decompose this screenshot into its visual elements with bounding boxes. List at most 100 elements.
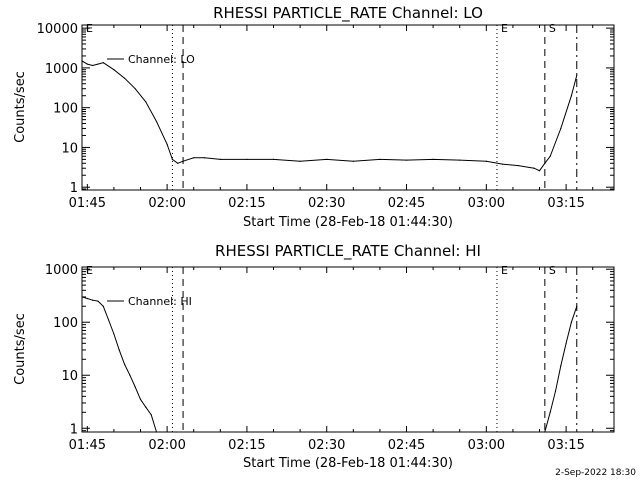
y-tick-label: 100 (53, 102, 78, 117)
y-tick-label: 1000 (45, 62, 78, 77)
y-tick-label: 1 (70, 422, 78, 437)
data-point (171, 158, 174, 161)
data-point (485, 160, 487, 162)
x-axis-label-lo: Start Time (28-Feb-18 01:44:30) (243, 215, 453, 230)
data-point (92, 299, 94, 301)
x-tick-label: 02:00 (148, 196, 185, 211)
y-axis-label-hi: Counts/sec (13, 313, 28, 385)
data-point (565, 342, 567, 344)
series-hi (81, 296, 578, 433)
x-tick-label: 02:00 (148, 438, 185, 453)
data-point (533, 167, 535, 169)
data-point (219, 158, 221, 161)
data-point (544, 162, 546, 164)
data-point (246, 158, 248, 161)
legend-label-hi: Channel: HI (128, 295, 192, 308)
data-point (544, 431, 546, 433)
data-point (405, 159, 408, 161)
x-tick-label: 01:45 (69, 196, 106, 211)
panel-lo: RHESSI PARTICLE_RATE Channel: LO Start T… (13, 4, 615, 230)
data-point (113, 69, 115, 71)
y-tick-label: 10 (61, 369, 78, 384)
data-point (432, 158, 434, 161)
data-point (554, 390, 557, 392)
chart-title-hi: RHESSI PARTICLE_RATE Channel: HI (215, 242, 481, 261)
y-tick-label: 1000 (45, 263, 78, 278)
event-label: E (501, 264, 508, 277)
x-tick-label: 03:15 (547, 196, 584, 211)
data-point (549, 411, 551, 413)
series-line (81, 60, 578, 172)
data-point (97, 300, 99, 302)
y-tick-label: 100 (53, 316, 78, 331)
data-point (326, 158, 328, 161)
data-point (86, 297, 88, 300)
plot-frame-hi (81, 266, 615, 433)
x-tick-label: 02:15 (228, 438, 265, 453)
data-point (139, 398, 142, 401)
data-point (150, 414, 152, 416)
event-label: E (501, 22, 508, 35)
data-point (113, 333, 115, 335)
x-tick-label: 02:15 (228, 196, 265, 211)
data-point (203, 157, 205, 159)
data-point (570, 321, 573, 323)
data-point (134, 386, 136, 388)
footer-timestamp: 2-Sep-2022 18:30 (555, 468, 636, 478)
x-tick-label: 03:00 (468, 438, 505, 453)
x-tick-label: 02:30 (308, 196, 345, 211)
data-point (86, 63, 88, 65)
data-point (81, 60, 83, 62)
data-point (97, 63, 99, 65)
data-point (517, 164, 519, 167)
x-tick-label: 03:15 (547, 438, 584, 453)
legend-lo: Channel: LO (107, 53, 195, 66)
x-axis-label-hi: Start Time (28-Feb-18 01:44:30) (243, 456, 453, 471)
data-point (576, 74, 578, 76)
data-point (145, 406, 147, 408)
event-label: E (86, 264, 93, 277)
x-tick-label: 03:00 (468, 196, 505, 211)
axis-ticks-lo: 01:45 02:00 02:15 02:30 02:45 03:00 03:15 1 10 10… (37, 22, 614, 211)
data-point (145, 101, 147, 103)
event-label: E (86, 22, 93, 35)
data-point (352, 160, 354, 162)
plot-frame-lo (81, 24, 615, 191)
y-tick-label: 10000 (37, 22, 78, 37)
data-point (549, 155, 551, 157)
event-label: S (549, 22, 556, 35)
data-point (560, 365, 562, 367)
data-point (123, 363, 126, 366)
legend-hi: Channel: HI (107, 295, 192, 308)
event-label: S (549, 264, 556, 277)
y-axis-label-lo: Counts/sec (13, 71, 28, 143)
data-point (81, 296, 83, 298)
data-point (560, 127, 562, 130)
data-point (272, 158, 275, 161)
series-line (81, 296, 578, 433)
data-point (166, 143, 168, 145)
y-tick-label: 10 (61, 141, 78, 156)
data-point (576, 305, 578, 307)
data-point (108, 319, 110, 321)
data-point (102, 305, 104, 307)
x-tick-label: 02:30 (308, 438, 345, 453)
data-point (570, 95, 573, 97)
data-point (155, 120, 158, 123)
data-point (299, 160, 301, 162)
data-point (118, 349, 120, 351)
data-point (501, 163, 503, 165)
data-point (92, 64, 94, 67)
series-lo (81, 60, 578, 172)
data-point (155, 431, 158, 433)
data-point (102, 62, 104, 64)
x-tick-label: 02:45 (388, 438, 425, 453)
panel-hi: RHESSI PARTICLE_RATE Channel: HI Start T… (13, 242, 615, 471)
data-point (129, 374, 131, 376)
data-point (538, 170, 541, 172)
data-point (459, 159, 461, 161)
x-tick-label: 02:45 (388, 196, 425, 211)
